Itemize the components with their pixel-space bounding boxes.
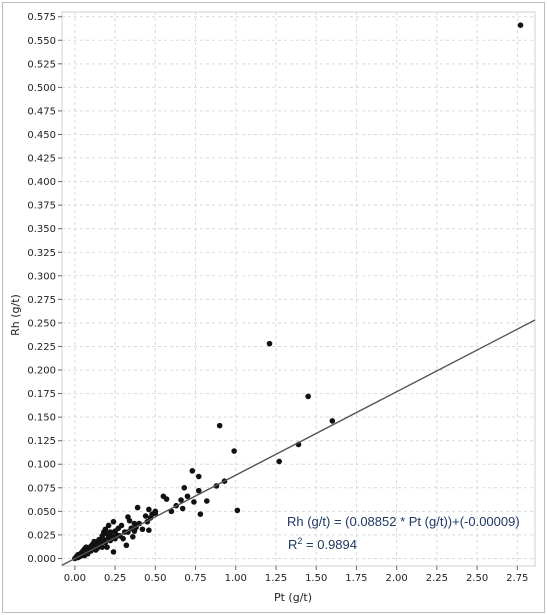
y-tick-label: 0.025 [27,530,56,541]
y-tick-label: 0.375 [27,201,56,212]
y-tick-label: 0.175 [27,389,56,400]
data-point [266,340,273,347]
plot-area [61,11,536,567]
y-tick-label: 0.050 [27,507,56,518]
r-squared: R2 = 0.9894 [288,536,357,552]
x-tick-label: 1.50 [305,573,327,584]
data-point [104,544,110,550]
data-point [195,473,202,480]
y-tick-label: 0.150 [27,413,56,424]
x-tick-label: 0.75 [184,573,206,584]
data-point [118,522,125,529]
y-tick-label: 0.075 [27,483,56,494]
y-tick-label: 0.450 [27,130,56,141]
x-tick-label: 1.25 [265,573,287,584]
y-axis-ticks: 0.000 0.025 0.050 0.075 0.100 0.125 0.150 0.175… [27,12,62,565]
data-point [120,535,126,542]
y-tick-label: 0.200 [27,366,56,377]
data-point [181,484,188,491]
data-point [191,499,197,505]
y-tick-label: 0.575 [27,12,56,23]
y-tick-label: 0.350 [27,224,56,235]
x-tick-label: 0.25 [104,573,126,584]
x-tick-label: 1.00 [225,573,247,584]
y-tick-label: 0.225 [27,342,56,353]
data-point [123,542,130,549]
x-axis-title: Pt (g/t) [274,591,312,604]
regression-line-group [61,319,536,566]
data-point [231,448,237,454]
x-tick-label: 0.50 [144,573,166,584]
data-point [305,393,311,400]
data-point [178,497,184,503]
regression-line [61,319,536,566]
y-tick-label: 0.325 [27,248,56,259]
y-tick-label: 0.500 [27,83,56,94]
y-tick-label: 0.250 [27,318,56,329]
data-point [139,526,146,533]
x-tick-label: 2.75 [506,573,528,584]
data-point [110,549,117,555]
data-point [163,496,170,502]
y-tick-label: 0.100 [27,460,56,471]
x-tick-label: 1.75 [345,573,367,584]
data-point [152,508,159,515]
data-point [276,458,282,465]
data-point [142,513,149,519]
data-point [129,533,136,540]
x-tick-label: 2.50 [466,573,488,584]
x-tick-label: 2.00 [386,573,408,584]
data-point [105,522,112,529]
data-point [184,493,191,500]
data-point [329,418,336,424]
y-tick-label: 0.525 [27,59,56,70]
y-axis-title: Rh (g/t) [9,294,22,336]
data-point [146,527,152,533]
data-point [203,498,210,504]
y-tick-label: 0.275 [27,295,56,306]
y-tick-label: 0.400 [27,177,56,188]
data-point [102,526,109,533]
x-axis-ticks: 0.00 0.25 0.50 0.75 1.00 1.25 1.50 1.75 2.00 2.25… [64,566,528,584]
data-point [126,517,133,524]
x-tick-label: 0.00 [64,573,86,584]
data-point [517,22,524,28]
data-point [110,518,117,525]
y-tick-label: 0.425 [27,154,56,165]
data-point [197,511,204,517]
data-point [189,468,196,474]
y-tick-label: 0.300 [27,271,56,282]
x-tick-label: 2.25 [426,573,448,584]
grid-lines [62,12,535,566]
y-tick-label: 0.550 [27,36,56,47]
y-tick-label: 0.475 [27,106,56,117]
data-point [216,422,223,429]
y-tick-label: 0.125 [27,436,56,447]
data-point [134,504,141,511]
data-point [195,487,202,494]
y-tick-label: 0.000 [27,554,56,565]
regression-equation: Rh (g/t) = (0.08852 * Pt (g/t))+(-0.0000… [287,514,520,529]
data-point [179,505,186,512]
data-point [146,506,152,513]
data-point [234,507,241,514]
